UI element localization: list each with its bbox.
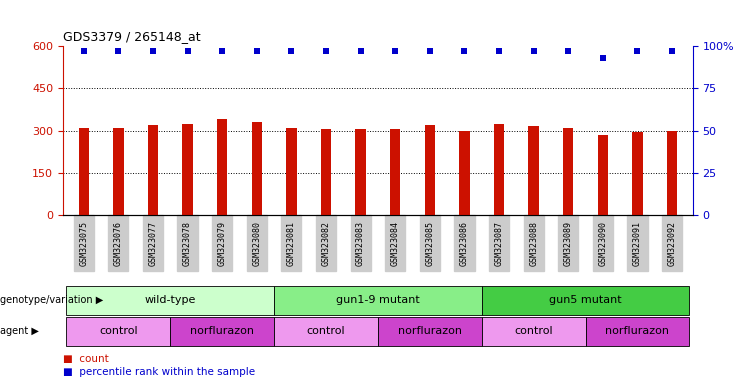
Text: control: control — [307, 326, 345, 336]
Bar — [217, 119, 227, 215]
Bar — [252, 122, 262, 215]
Bar — [563, 128, 574, 215]
Bar — [79, 128, 89, 215]
Bar — [494, 124, 504, 215]
Bar — [182, 124, 193, 215]
Bar — [459, 131, 470, 215]
Text: control: control — [99, 326, 138, 336]
Text: norflurazon: norflurazon — [190, 326, 254, 336]
Bar — [286, 128, 296, 215]
Bar — [113, 128, 124, 215]
Bar — [598, 135, 608, 215]
Bar — [147, 125, 158, 215]
Text: norflurazon: norflurazon — [605, 326, 669, 336]
Text: gun5 mutant: gun5 mutant — [549, 295, 622, 306]
Bar — [425, 125, 435, 215]
Text: genotype/variation ▶: genotype/variation ▶ — [0, 295, 103, 306]
Bar — [390, 129, 400, 215]
Text: norflurazon: norflurazon — [398, 326, 462, 336]
Bar — [632, 132, 642, 215]
Bar — [356, 129, 366, 215]
Text: ■  percentile rank within the sample: ■ percentile rank within the sample — [63, 367, 255, 377]
Bar — [667, 131, 677, 215]
Text: agent ▶: agent ▶ — [0, 326, 39, 336]
Text: wild-type: wild-type — [144, 295, 196, 306]
Text: control: control — [514, 326, 553, 336]
Bar — [528, 126, 539, 215]
Text: GDS3379 / 265148_at: GDS3379 / 265148_at — [63, 30, 201, 43]
Bar — [321, 129, 331, 215]
Text: gun1-9 mutant: gun1-9 mutant — [336, 295, 420, 306]
Text: ■  count: ■ count — [63, 354, 109, 364]
